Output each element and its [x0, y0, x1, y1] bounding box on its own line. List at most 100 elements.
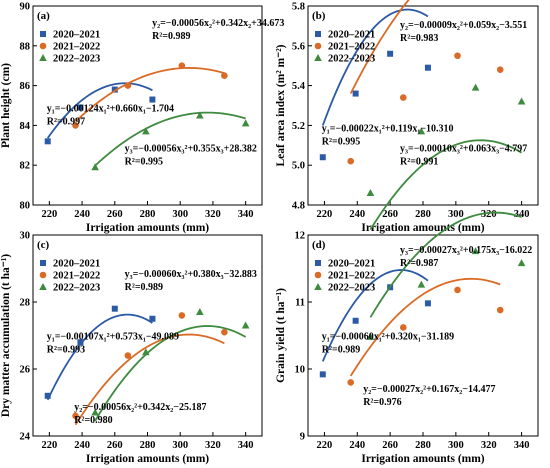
data-point-series-2 [124, 352, 132, 359]
data-point-series-1 [44, 138, 51, 145]
data-point-series-3 [142, 348, 150, 356]
legend-label: 2020–2021 [53, 30, 100, 41]
data-point-series-2 [347, 157, 355, 165]
y-tick-label: 4.8 [292, 201, 305, 212]
fit-curve-series-2 [349, 277, 501, 377]
legend-label: 2020–2021 [328, 30, 375, 41]
x-tick-label: 260 [107, 209, 123, 220]
x-tick-label: 300 [448, 440, 464, 451]
fit-curve-series-3 [94, 111, 246, 167]
regression-equation: y₁=−0.00022x₁²+0.119x₁−10.310 [322, 123, 454, 134]
data-point-series-2 [454, 286, 461, 294]
fit-curve-series-1 [321, 269, 429, 362]
legend-marker [315, 260, 321, 266]
x-tick-label: 320 [205, 440, 221, 451]
fit-curve-series-3 [369, 139, 523, 231]
regression-equation: y₁=−0.00107x₁²+0.573x₁−49.089 [47, 332, 179, 343]
legend-label: 2022–2023 [328, 54, 375, 65]
x-tick-label: 220 [317, 209, 333, 220]
y-tick-label: 5.0 [292, 161, 305, 172]
y-tick-label: 5.6 [292, 41, 305, 52]
x-tick-label: 300 [172, 209, 188, 220]
fit-curve-series-1 [321, 8, 429, 126]
legend-label: 2021–2022 [53, 271, 100, 282]
data-point-series-3 [142, 127, 150, 135]
r-squared-label: R²=0.991 [400, 156, 438, 167]
regression-equation: y₃=−0.00060x₃²+0.380x₃−32.883 [125, 269, 257, 280]
data-point-series-1 [319, 154, 326, 161]
data-point-series-1 [424, 300, 431, 307]
r-squared-label: R²=0.976 [363, 397, 401, 408]
x-axis-label: Irrigation amounts (mm) [86, 222, 209, 234]
y-tick-label: 90 [20, 2, 31, 13]
y-axis-label: Grain yield (t ha⁻¹) [275, 288, 287, 383]
regression-equation: y₂=−0.00056x₂²+0.342x₂−25.187 [74, 402, 206, 413]
x-axis-label: Irrigation amounts (mm) [361, 453, 484, 465]
data-point-series-2 [221, 72, 228, 79]
panel-label: (a) [37, 10, 50, 22]
x-tick-label: 220 [41, 209, 57, 220]
fit-curve-series-2 [74, 67, 225, 123]
data-point-series-3 [196, 111, 204, 119]
r-squared-label: R²=0.980 [74, 415, 112, 426]
x-tick-label: 240 [349, 209, 365, 220]
legend-marker [314, 42, 322, 50]
x-tick-label: 260 [107, 440, 123, 451]
y-tick-label: 11 [295, 298, 305, 309]
y-tick-label: 30 [20, 231, 31, 242]
legend-marker [39, 54, 47, 61]
fit-curve-series-3 [94, 325, 247, 422]
x-tick-label: 320 [481, 209, 497, 220]
legend-marker [40, 260, 46, 266]
legend-marker [314, 271, 322, 279]
x-tick-label: 260 [382, 209, 398, 220]
data-point-series-2 [72, 122, 79, 129]
y-tick-label: 80 [20, 201, 31, 212]
legend-label: 2021–2022 [328, 271, 375, 282]
y-tick-label: 24 [20, 432, 31, 443]
r-squared-label: R²=0.989 [152, 31, 190, 42]
y-tick-label: 86 [20, 81, 31, 92]
data-point-series-1 [111, 86, 118, 93]
y-tick-label: 9 [300, 432, 305, 443]
panel-d: 220 240 260 280 300 320 340 9 10 11 12 Irrigation a… [275, 211, 539, 465]
legend-marker [314, 283, 322, 290]
data-point-series-3 [417, 127, 426, 135]
data-point-series-1 [352, 90, 359, 97]
r-squared-label: R²=0.997 [47, 116, 85, 127]
x-tick-label: 300 [172, 440, 188, 451]
legend-label: 2022–2023 [328, 283, 375, 294]
data-point-series-1 [424, 64, 431, 71]
x-tick-label: 220 [41, 440, 57, 451]
legend-marker [39, 283, 47, 290]
data-point-series-3 [91, 163, 99, 171]
data-point-series-2 [399, 324, 407, 331]
x-tick-label: 340 [238, 440, 254, 451]
x-tick-label: 240 [74, 209, 90, 220]
data-point-series-2 [221, 328, 228, 336]
data-point-series-2 [496, 66, 504, 73]
legend-label: 2022–2023 [53, 54, 100, 65]
data-point-series-3 [241, 321, 250, 329]
data-point-series-3 [517, 259, 526, 267]
data-point-series-2 [178, 62, 186, 69]
data-point-series-2 [124, 82, 132, 89]
r-squared-label: R²=0.995 [125, 156, 163, 167]
r-squared-label: R²=0.989 [125, 282, 163, 293]
x-axis-label: Irrigation amounts (mm) [86, 453, 209, 465]
data-point-series-3 [366, 189, 375, 197]
data-point-series-2 [454, 52, 461, 60]
x-tick-label: 280 [140, 209, 156, 220]
data-point-series-3 [91, 408, 99, 416]
x-tick-label: 280 [415, 209, 431, 220]
data-point-series-1 [149, 96, 156, 103]
data-point-series-1 [319, 371, 326, 378]
data-point-series-3 [471, 83, 480, 91]
panel-label: (d) [312, 239, 326, 251]
r-squared-label: R²=0.995 [322, 136, 360, 147]
data-point-series-1 [387, 50, 394, 57]
panel-a: 220 240 260 280 300 320 340 80 82 84 86 88 90 Irrigat… [0, 2, 284, 235]
data-point-series-2 [178, 312, 186, 319]
data-point-series-3 [196, 308, 204, 316]
panel-b: 220 240 260 280 300 320 340 4.8 5.0 5.2 5.4 5.6 5.8 I… [275, 0, 539, 234]
